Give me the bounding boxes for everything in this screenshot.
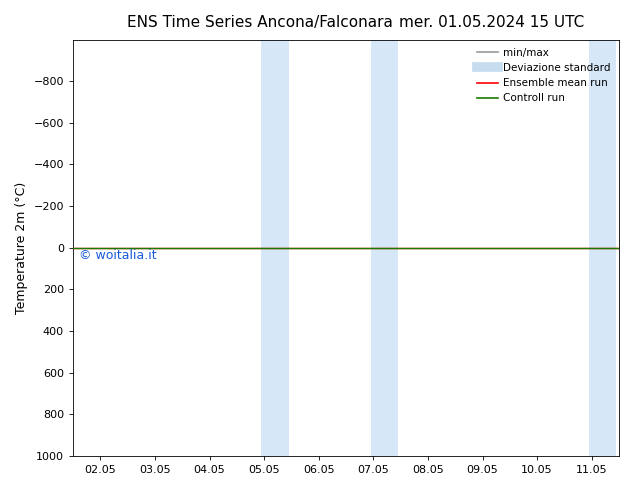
Text: © woitalia.it: © woitalia.it: [79, 248, 156, 262]
Bar: [371, 40, 398, 456]
Text: mer. 01.05.2024 15 UTC: mer. 01.05.2024 15 UTC: [399, 15, 585, 30]
Y-axis label: Temperature 2m (°C): Temperature 2m (°C): [15, 182, 28, 314]
Bar: [261, 40, 288, 456]
Text: ENS Time Series Ancona/Falconara: ENS Time Series Ancona/Falconara: [127, 15, 392, 30]
Legend: min/max, Deviazione standard, Ensemble mean run, Controll run: min/max, Deviazione standard, Ensemble m…: [474, 45, 614, 107]
Bar: [589, 40, 616, 456]
